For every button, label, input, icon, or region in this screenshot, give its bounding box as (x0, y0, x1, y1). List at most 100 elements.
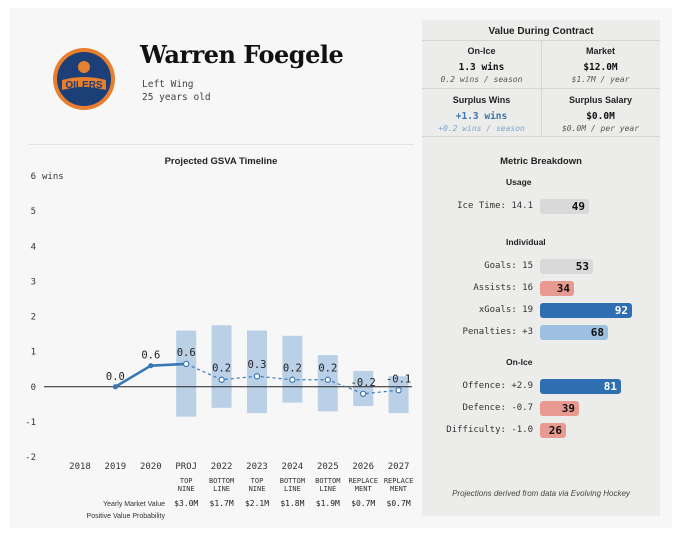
y-tick-label: -1 (25, 418, 36, 428)
projected-data-point (218, 376, 225, 383)
player-age: 25 years old (142, 92, 211, 103)
projected-data-point (360, 390, 367, 397)
y-tick-label: 6 (31, 172, 36, 182)
metric-label: Assists: 16 (473, 283, 533, 293)
y-tick-label: 3 (31, 277, 36, 287)
projected-data-point (253, 373, 261, 380)
market-value: $1.9M (316, 499, 340, 508)
data-label: 0.0 (106, 371, 125, 383)
data-label: 0.2 (318, 363, 337, 375)
vdc-divider-middle (422, 88, 660, 89)
role-label: REPLACE MENT (384, 477, 414, 493)
y-tick-label: 0 (31, 383, 36, 393)
x-tick-label: 2022 (211, 462, 233, 472)
metric-bar: 39 (540, 401, 579, 416)
metric-bar: 68 (540, 325, 608, 340)
role-label: TOP NINE (249, 477, 266, 493)
metric-value: 49 (571, 200, 585, 213)
metric-label: Penalties: +3 (462, 327, 533, 337)
market-value: $1.8M (280, 499, 304, 508)
vdc-surplus-wins-sub: +0.2 wins / season (438, 124, 525, 133)
metric-value: 34 (556, 282, 570, 295)
market-value: $3.0M (174, 499, 198, 508)
x-tick-label: 2024 (282, 462, 304, 472)
metric-value: 26 (548, 424, 562, 437)
projection-range-band (247, 330, 267, 414)
market-value: $1.7M (210, 499, 234, 508)
market-value: $2.1M (245, 499, 269, 508)
metric-label: xGoals: 19 (478, 305, 533, 315)
x-tick-label: 2023 (246, 462, 268, 472)
market-value-row-label: Yearly Market Value (103, 501, 165, 508)
projection-range-band (388, 376, 409, 414)
x-tick-label: 2018 (69, 462, 91, 472)
vdc-on-ice-value: 1.3 wins (458, 62, 505, 73)
value-during-contract-title: Value During Contract (488, 26, 594, 37)
vdc-surplus-salary-label: Surplus Salary (568, 95, 633, 105)
metric-group-title: Individual (506, 237, 546, 247)
chart-title: Projected GSVA Timeline (164, 156, 278, 167)
projected-data-point (395, 387, 402, 394)
y-tick-label: 5 (31, 207, 36, 217)
metric-breakdown-title: Metric Breakdown (500, 156, 582, 167)
metric-label: Ice Time: 14.1 (457, 201, 533, 211)
x-tick-label: 2027 (388, 462, 410, 472)
vdc-on-ice-label: On-Ice (467, 46, 496, 56)
actual-data-point (148, 363, 154, 369)
team-logo: OILERS (53, 48, 115, 110)
vdc-market-sub: $1.7M / year (571, 75, 630, 84)
metric-value: 39 (561, 402, 575, 415)
metric-bar: 26 (540, 423, 566, 438)
x-tick-label: 2025 (317, 462, 339, 472)
projection-range-band (282, 335, 303, 403)
metric-group-title: Usage (506, 177, 532, 187)
vdc-surplus-salary: Surplus Salary $0.0M $0.0M / per year (541, 95, 660, 133)
vdc-divider-bottom (422, 136, 660, 137)
y-tick-label: 4 (31, 242, 36, 252)
vdc-surplus-salary-sub: $0.0M / per year (561, 124, 640, 133)
vdc-market-value: $12.0M (583, 62, 618, 73)
market-value: $0.7M (387, 499, 411, 508)
data-label: 0.6 (141, 350, 160, 362)
data-label: 0.2 (283, 363, 302, 375)
x-tick-label: PROJ (175, 462, 197, 472)
data-label: 0.6 (177, 347, 196, 359)
role-label: BOTTOM LINE (209, 477, 234, 493)
y-tick-label: -2 (25, 453, 36, 463)
x-tick-label: 2020 (140, 462, 162, 472)
metric-label: Defence: -0.7 (462, 403, 533, 413)
actual-data-point (112, 384, 118, 390)
vdc-surplus-wins: Surplus Wins +1.3 wins +0.2 wins / seaso… (422, 95, 541, 133)
probability-row-label: Positive Value Probability (87, 513, 166, 520)
logo-banner (62, 77, 106, 90)
header-divider (28, 144, 414, 145)
data-source-footnote: Projections derived from data via Evolvi… (452, 489, 630, 498)
role-label: BOTTOM LINE (280, 477, 305, 493)
metric-bar: 53 (540, 259, 593, 274)
metric-value: 81 (603, 380, 617, 393)
logo-drop (78, 61, 90, 73)
projected-data-point (289, 376, 296, 383)
projection-range-band (353, 370, 374, 407)
vdc-market: Market $12.0M $1.7M / year (541, 46, 660, 84)
role-label: TOP NINE (178, 477, 195, 493)
x-tick-label: 2019 (105, 462, 127, 472)
data-label: -0.1 (386, 373, 411, 385)
projected-data-point (182, 360, 190, 368)
metric-bar: 92 (540, 303, 632, 318)
metric-bar: 49 (540, 199, 589, 214)
logo-wordmark: OILERS (65, 80, 103, 91)
data-label: 0.2 (212, 363, 231, 375)
data-label: -0.2 (351, 377, 376, 389)
role-label: REPLACE MENT (348, 477, 378, 493)
projection-range-band (317, 355, 338, 412)
metric-value: 92 (614, 304, 628, 317)
metric-value: 53 (575, 260, 589, 273)
metric-value: 68 (590, 326, 604, 339)
projection-range-band (176, 330, 197, 417)
vdc-surplus-wins-label: Surplus Wins (452, 95, 511, 105)
projected-data-point (324, 376, 331, 383)
metric-label: Difficulty: -1.0 (446, 425, 533, 435)
vdc-surplus-wins-value: +1.3 wins (455, 111, 508, 122)
